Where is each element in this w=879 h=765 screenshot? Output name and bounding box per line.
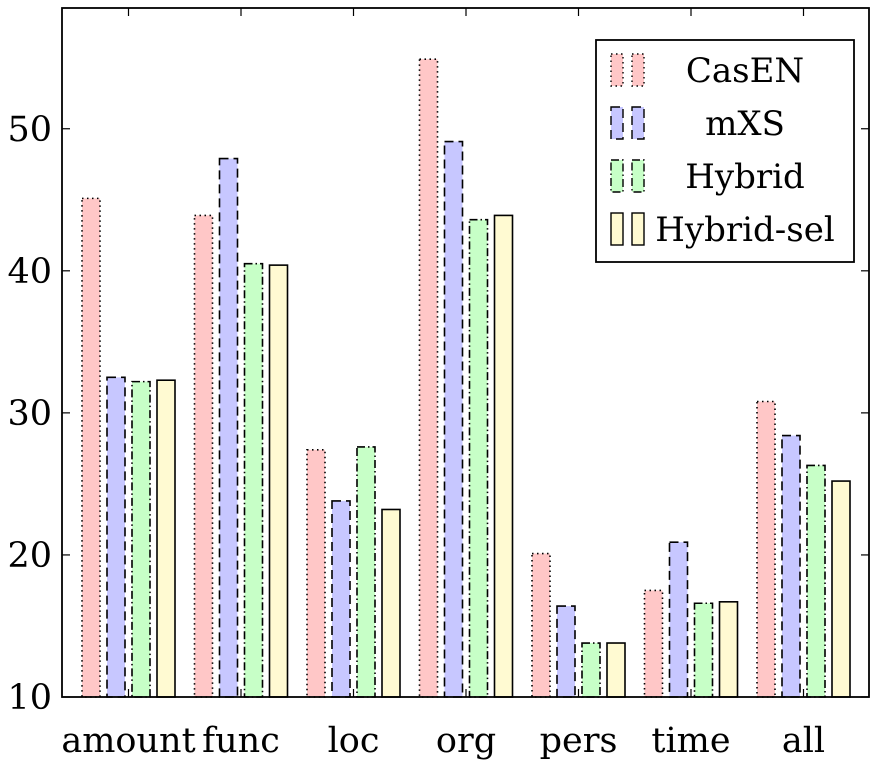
bar-mxs-loc [331,500,351,698]
x-tick-label-loc: loc [328,721,380,761]
axes-group: 10 20 30 40 50 amount func loc org pers time all [7,7,870,761]
bar-hybrid-pers [581,642,601,698]
x-tick-label-amount: amount [61,721,195,761]
legend-swatch-hybrid [631,159,645,193]
y-tick-label: 40 [7,252,52,292]
legend-swatch-mxs [631,106,645,140]
bar-mxs-amount [106,376,126,698]
bar-mxs-org [443,140,464,698]
bar-casen-pers [531,552,551,698]
legend-swatch-casen [610,53,624,87]
y-tick-label: 20 [7,536,52,576]
x-tick-label-all: all [782,721,825,761]
bar-mxs-pers [556,605,576,698]
bar-casen-all [756,400,776,698]
bars-group [81,58,851,698]
bar-hybrid-loc [356,446,376,698]
x-tick-label-func: func [202,721,280,761]
bar-hybrid-time [693,602,714,698]
legend-swatch-hybrid-sel [631,212,645,246]
bar-hybrid-sel-loc [381,508,401,698]
legend: CasEN mXS Hybrid Hybrid-sel [595,39,855,263]
bar-hybrid-sel-pers [606,642,626,698]
bar-hybrid-sel-func [268,264,289,698]
y-tick-label: 30 [7,394,52,434]
y-tick-label: 10 [7,678,52,718]
legend-label-mxs: mXS [705,104,785,144]
bar-mxs-all [781,434,801,698]
bar-casen-loc [306,449,326,698]
bar-hybrid-org [468,218,489,698]
bar-mxs-time [668,541,689,698]
bar-casen-time [643,589,664,698]
bar-hybrid-sel-time [718,601,739,698]
legend-label-hybrid: Hybrid [685,157,805,197]
bar-casen-org [418,58,439,698]
bar-casen-amount [81,197,101,698]
bar-casen-func [193,214,214,698]
x-tick-label-pers: pers [540,721,618,761]
x-tick-label-time: time [651,721,730,761]
bar-hybrid-sel-all [831,480,851,698]
y-tick-label: 50 [7,110,52,150]
x-tick-label-org: org [436,721,496,761]
bar-hybrid-sel-org [493,214,514,698]
bar-hybrid-func [243,262,264,698]
legend-swatch-hybrid [610,159,624,193]
legend-label-hybrid-sel: Hybrid-sel [655,210,834,250]
legend-label-casen: CasEN [686,51,804,91]
legend-swatch-mxs [610,106,624,140]
bar-hybrid-sel-amount [156,379,176,698]
bar-mxs-func [218,157,239,698]
legend-swatch-hybrid-sel [610,212,624,246]
bar-hybrid-all [806,464,826,698]
legend-swatch-casen [631,53,645,87]
bar-hybrid-amount [131,380,151,698]
